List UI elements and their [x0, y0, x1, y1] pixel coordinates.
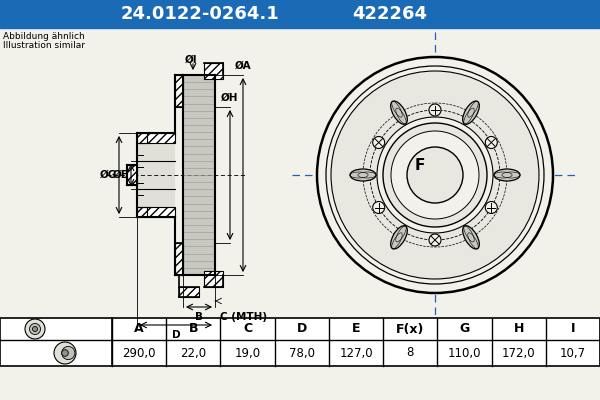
Text: 290,0: 290,0 — [122, 346, 156, 360]
Circle shape — [54, 342, 76, 364]
Text: 8: 8 — [407, 346, 414, 360]
Text: 110,0: 110,0 — [448, 346, 481, 360]
Bar — [204, 271, 223, 287]
Circle shape — [29, 324, 41, 334]
Circle shape — [383, 123, 487, 227]
Text: ØG: ØG — [100, 170, 117, 180]
Circle shape — [317, 57, 553, 293]
Circle shape — [25, 319, 45, 339]
Text: E: E — [352, 322, 360, 336]
Text: G: G — [460, 322, 470, 336]
Text: Abbildung ähnlich: Abbildung ähnlich — [3, 32, 85, 41]
Text: 19,0: 19,0 — [235, 346, 260, 360]
Bar — [137, 143, 175, 207]
Text: 127,0: 127,0 — [339, 346, 373, 360]
Circle shape — [373, 136, 385, 148]
Circle shape — [391, 131, 479, 219]
Circle shape — [62, 350, 68, 356]
Text: D: D — [296, 322, 307, 336]
Bar — [137, 133, 175, 143]
Bar — [0, 0, 600, 28]
Text: 78,0: 78,0 — [289, 346, 315, 360]
Bar — [0, 318, 600, 366]
Bar — [137, 207, 175, 217]
Bar — [179, 287, 199, 297]
Ellipse shape — [463, 101, 479, 124]
Text: H: H — [514, 322, 524, 336]
Text: 422264: 422264 — [353, 5, 427, 23]
Circle shape — [377, 117, 493, 233]
Ellipse shape — [391, 226, 407, 249]
Text: F: F — [415, 158, 425, 172]
Circle shape — [485, 202, 497, 214]
Circle shape — [326, 66, 544, 284]
Circle shape — [331, 71, 539, 279]
Text: A: A — [134, 322, 144, 336]
Text: 10,7: 10,7 — [560, 346, 586, 360]
Bar — [175, 75, 183, 107]
Text: ØH: ØH — [221, 93, 239, 103]
Circle shape — [429, 234, 441, 246]
Text: 22,0: 22,0 — [180, 346, 206, 360]
Circle shape — [407, 147, 463, 203]
Text: C (MTH): C (MTH) — [220, 312, 267, 322]
Ellipse shape — [463, 226, 479, 249]
Circle shape — [429, 104, 441, 116]
Text: B: B — [188, 322, 198, 336]
Text: C: C — [243, 322, 252, 336]
Text: D: D — [172, 330, 181, 340]
Circle shape — [62, 346, 75, 360]
Bar — [204, 63, 223, 79]
Bar — [0, 318, 600, 366]
Bar — [175, 243, 183, 275]
Ellipse shape — [494, 169, 520, 181]
Text: B: B — [195, 312, 203, 322]
Text: Illustration similar: Illustration similar — [3, 41, 85, 50]
Bar — [183, 75, 215, 275]
Circle shape — [32, 326, 37, 332]
Circle shape — [373, 202, 385, 214]
Text: I: I — [571, 322, 575, 336]
Text: ØI: ØI — [185, 55, 197, 65]
Circle shape — [485, 136, 497, 148]
Bar — [127, 165, 137, 185]
Text: F(x): F(x) — [396, 322, 424, 336]
Text: ØE: ØE — [113, 170, 129, 180]
Text: 172,0: 172,0 — [502, 346, 535, 360]
Text: 24.0122-0264.1: 24.0122-0264.1 — [121, 5, 280, 23]
Ellipse shape — [350, 169, 376, 181]
Text: ØA: ØA — [235, 61, 251, 71]
Ellipse shape — [391, 101, 407, 124]
